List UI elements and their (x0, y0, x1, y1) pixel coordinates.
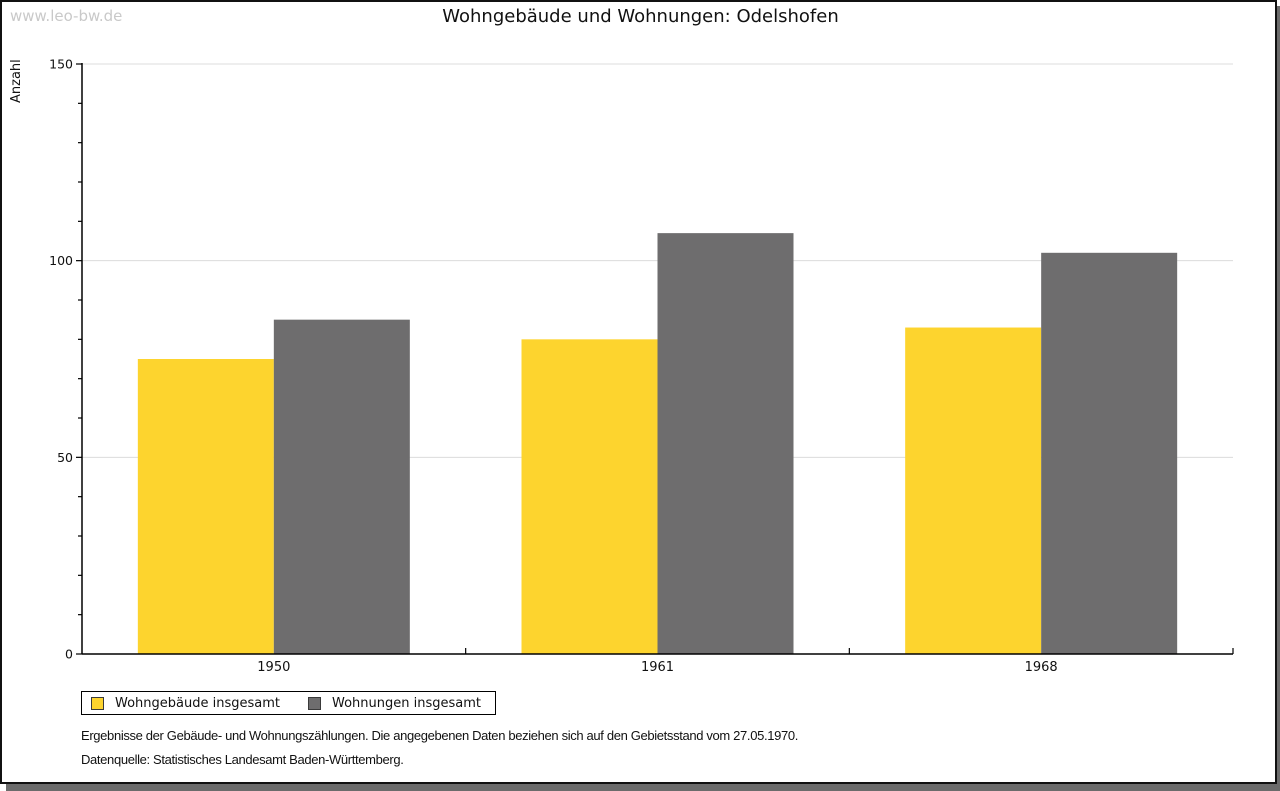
y-axis-title: Anzahl (9, 59, 24, 103)
footnote-source-note: Ergebnisse der Gebäude- und Wohnungszähl… (81, 728, 798, 743)
y-tick-label-100: 100 (49, 253, 73, 268)
bar-1961-series-0 (521, 339, 658, 654)
watermark: www.leo-bw.de (10, 7, 123, 25)
bar-1950-series-0 (137, 359, 274, 654)
chart-title: Wohngebäude und Wohnungen: Odelshofen (442, 6, 839, 27)
legend: Wohngebäude insgesamt Wohnungen insgesamt (81, 691, 496, 715)
page-shadow-right (1277, 6, 1280, 791)
x-tick-label-1968: 1968 (1025, 660, 1058, 675)
bar-1968-series-0 (905, 327, 1042, 654)
x-tick-label-1950: 1950 (257, 660, 290, 675)
footnote-data-source: Datenquelle: Statistisches Landesamt Bad… (81, 752, 404, 767)
legend-item-1: Wohnungen insgesamt (308, 696, 481, 711)
y-tick-label-150: 150 (49, 57, 73, 72)
y-tick-label-0: 0 (65, 647, 73, 662)
x-tick-label-1961: 1961 (641, 660, 674, 675)
bar-1950-series-1 (273, 319, 410, 654)
bar-1968-series-1 (1041, 252, 1178, 655)
legend-swatch-1 (308, 696, 321, 710)
footnotes: Ergebnisse der Gebäude- und Wohnungszähl… (81, 728, 1181, 776)
legend-item-0: Wohngebäude insgesamt (91, 696, 280, 711)
legend-swatch-0 (91, 696, 104, 710)
page-shadow-bottom (6, 784, 1280, 791)
legend-label-0: Wohngebäude insgesamt (115, 695, 280, 711)
bar-1961-series-1 (657, 233, 794, 654)
legend-label-1: Wohnungen insgesamt (332, 695, 481, 711)
y-tick-label-50: 50 (57, 450, 73, 465)
